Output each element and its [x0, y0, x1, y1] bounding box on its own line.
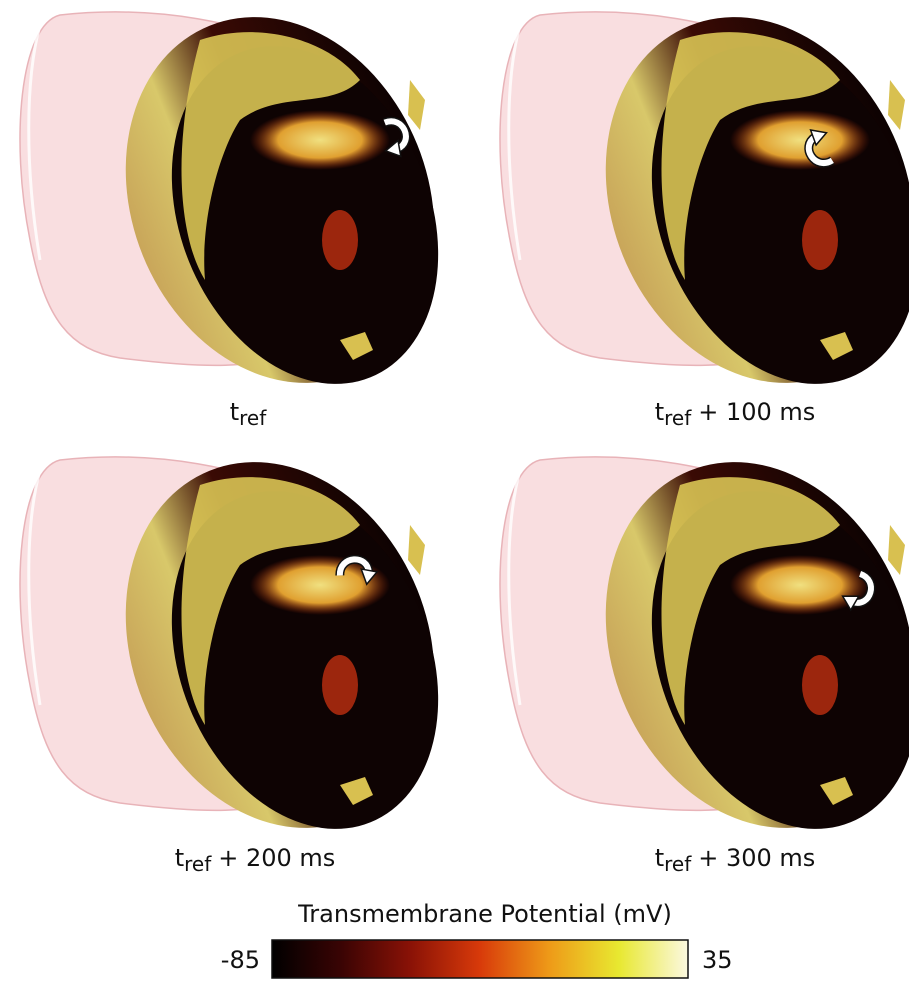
figure: tref tref+ 100 ms tref+ 200 ms tref+ 300…	[0, 0, 909, 981]
panel-label: tref	[230, 398, 268, 430]
label-sub: ref	[664, 406, 692, 430]
label-sub: ref	[184, 852, 212, 876]
label-suffix: + 100 ms	[698, 398, 815, 426]
heart-render	[500, 0, 909, 430]
panel-label: tref+ 300 ms	[655, 844, 816, 876]
panel-label: tref+ 100 ms	[655, 398, 816, 430]
label-suffix: + 300 ms	[698, 844, 815, 872]
colorbar: Transmembrane Potential (mV) -85 35	[221, 900, 733, 978]
heart-render	[20, 415, 488, 875]
label-base: t	[230, 398, 239, 426]
colorbar-max: 35	[702, 946, 733, 974]
label-sub: ref	[239, 406, 267, 430]
label-base: t	[175, 844, 184, 872]
panel-label: tref+ 200 ms	[175, 844, 336, 876]
panel: tref+ 300 ms	[500, 415, 909, 876]
colorbar-gradient	[272, 940, 688, 978]
panel: tref+ 200 ms	[20, 415, 488, 876]
label-base: t	[655, 398, 664, 426]
colorbar-title: Transmembrane Potential (mV)	[297, 900, 672, 928]
label-base: t	[655, 844, 664, 872]
panel: tref	[20, 0, 488, 430]
heart-render	[20, 0, 488, 430]
label-suffix: + 200 ms	[218, 844, 335, 872]
heart-render	[500, 415, 909, 875]
panel: tref+ 100 ms	[500, 0, 909, 430]
label-sub: ref	[664, 852, 692, 876]
colorbar-min: -85	[221, 946, 260, 974]
